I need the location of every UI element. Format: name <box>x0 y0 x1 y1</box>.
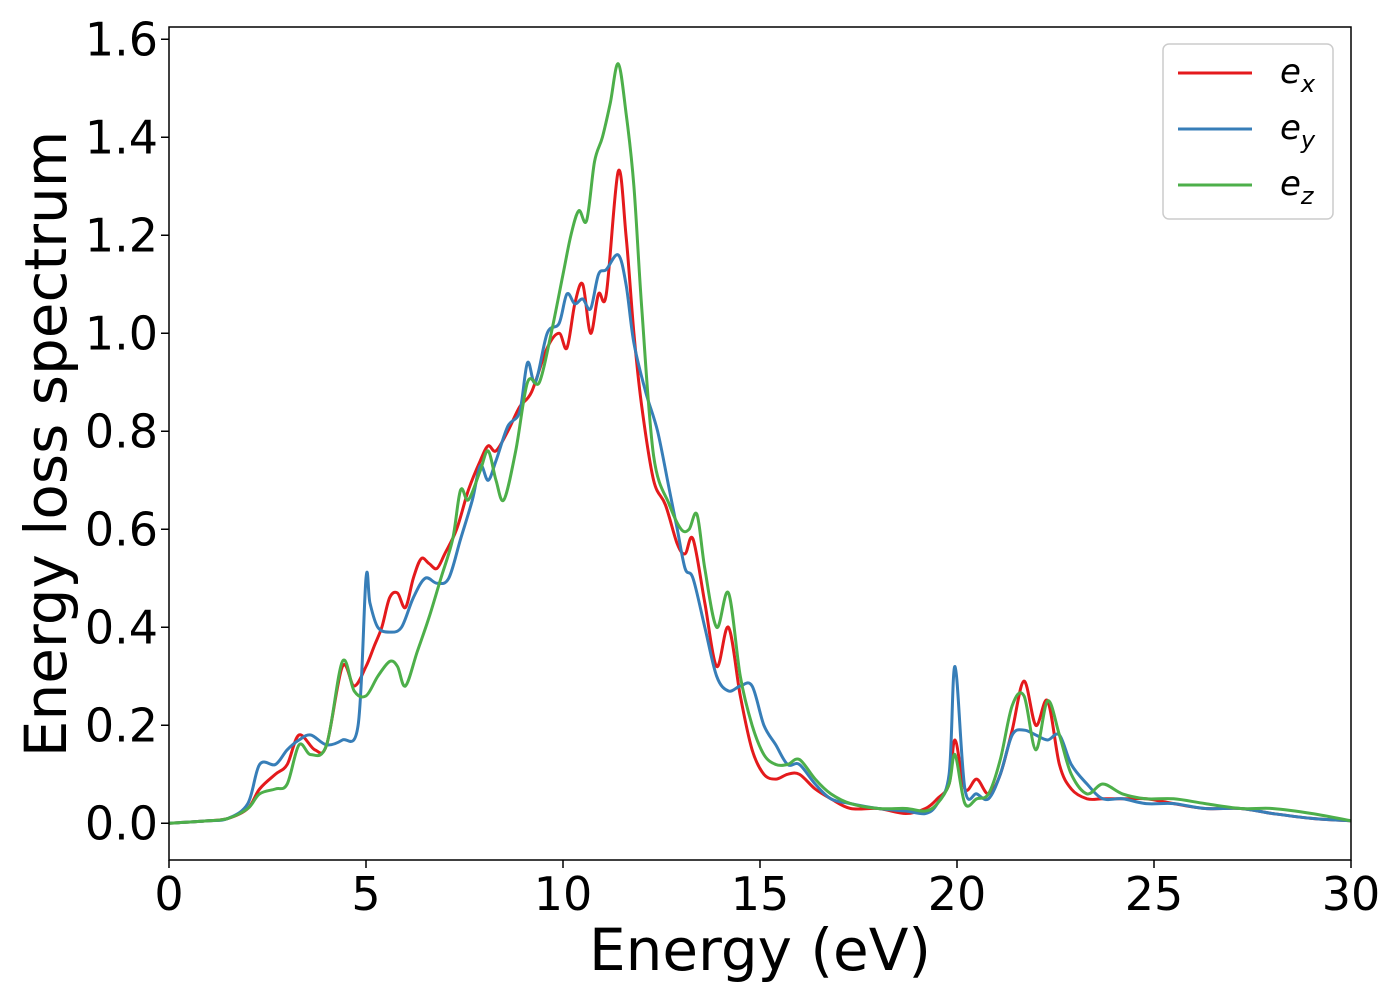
legend-label-subscript: y <box>1300 126 1316 154</box>
legend-label-subscript: x <box>1300 70 1316 98</box>
y-tick-label: 0.2 <box>85 698 158 752</box>
legend-label-base: e <box>1280 52 1301 92</box>
legend-label-ex: ex <box>1280 52 1316 98</box>
x-tick-label: 0 <box>154 867 183 921</box>
legend-label-subscript: z <box>1300 182 1315 210</box>
y-tick-label: 1.0 <box>85 306 158 360</box>
y-tick-label: 0.0 <box>85 796 158 850</box>
y-tick-label: 0.6 <box>85 502 158 556</box>
x-tick-label: 30 <box>1322 867 1381 921</box>
y-tick-label: 0.8 <box>85 404 158 458</box>
x-tick-label: 25 <box>1125 867 1184 921</box>
y-axis-ticks: 0.0 0.2 0.4 0.6 0.8 1.0 1.2 1.4 1.6 <box>85 12 169 850</box>
x-tick-label: 10 <box>534 867 593 921</box>
series-layer <box>168 62 1352 825</box>
legend-label-base: e <box>1280 108 1301 148</box>
x-tick-label: 15 <box>731 867 790 921</box>
x-tick-label: 20 <box>928 867 987 921</box>
series-line-ez <box>168 62 1352 825</box>
legend-label-base: e <box>1280 164 1301 204</box>
y-axis-label: Energy loss spectrum <box>12 131 80 757</box>
y-tick-label: 1.6 <box>85 12 158 66</box>
legend-box <box>1162 43 1334 220</box>
series-line-ey <box>168 253 1352 825</box>
legend-label-ez: ez <box>1280 164 1315 210</box>
series-line-ex <box>168 168 1352 825</box>
x-axis-ticks: 0 5 10 15 20 25 30 <box>154 860 1380 921</box>
y-tick-label: 0.4 <box>85 600 158 654</box>
y-tick-label: 1.4 <box>85 110 158 164</box>
legend-label-ey: ey <box>1280 108 1316 154</box>
x-tick-label: 5 <box>351 867 380 921</box>
x-axis-label: Energy (eV) <box>589 916 931 984</box>
y-tick-label: 1.2 <box>85 208 158 262</box>
